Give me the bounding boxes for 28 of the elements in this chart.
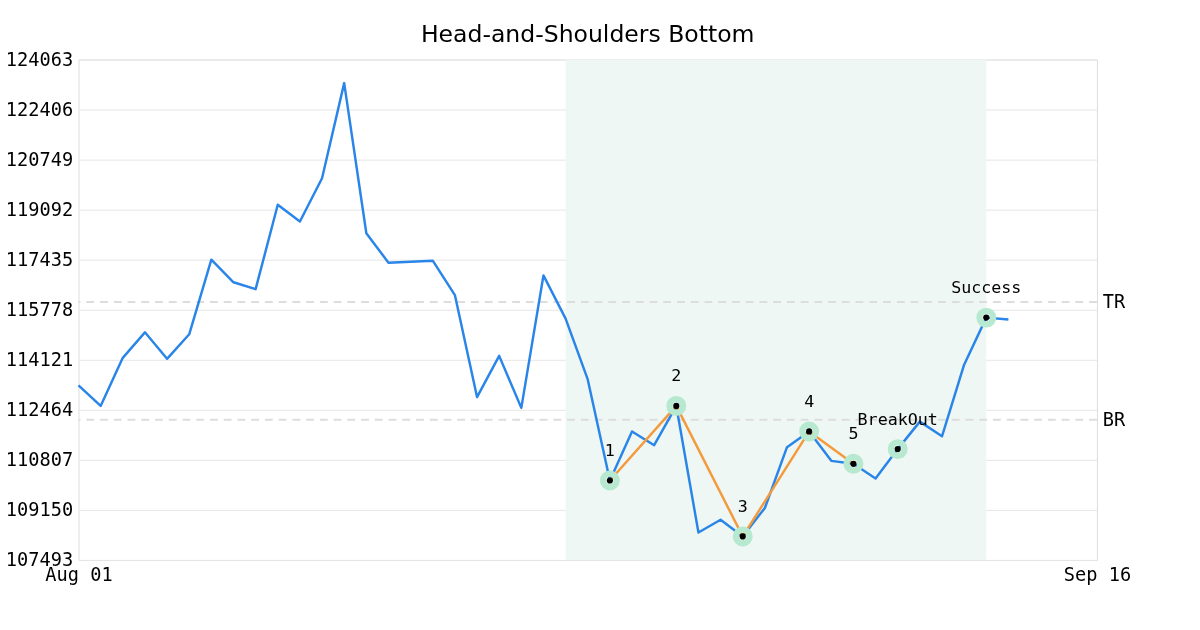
y-tick-label: 109150 (5, 499, 74, 521)
annotation: Success (951, 278, 1022, 298)
point (887, 439, 908, 460)
annotation: 1 (604, 440, 615, 460)
point (843, 453, 864, 474)
y-tick-label: 110807 (5, 449, 74, 471)
annotation: 5 (848, 424, 859, 444)
ref-line-label: TR (1102, 290, 1127, 312)
annotation: 2 (671, 366, 682, 386)
point (976, 307, 997, 328)
point (732, 526, 753, 547)
point (666, 395, 687, 416)
x-tick-label: Sep 16 (1063, 564, 1132, 586)
y-tick-label: 124063 (5, 48, 74, 70)
y-tick-label: 119092 (5, 199, 74, 221)
y-tick-label: 114121 (5, 349, 74, 371)
annotation: 3 (737, 496, 748, 516)
chart-title: Head-and-Shoulders Bottom (420, 19, 755, 48)
point (599, 470, 620, 491)
annotation: 4 (804, 391, 815, 411)
point (799, 421, 820, 442)
y-tick-label: 117435 (5, 249, 74, 271)
y-tick-label: 120749 (5, 149, 74, 171)
y-tick-label: 112464 (5, 399, 74, 421)
y-tick-label: 115778 (5, 299, 74, 321)
y-tick-label: 122406 (5, 98, 74, 120)
annotation: BreakOut (857, 409, 938, 429)
ref-line-label: BR (1102, 408, 1127, 430)
